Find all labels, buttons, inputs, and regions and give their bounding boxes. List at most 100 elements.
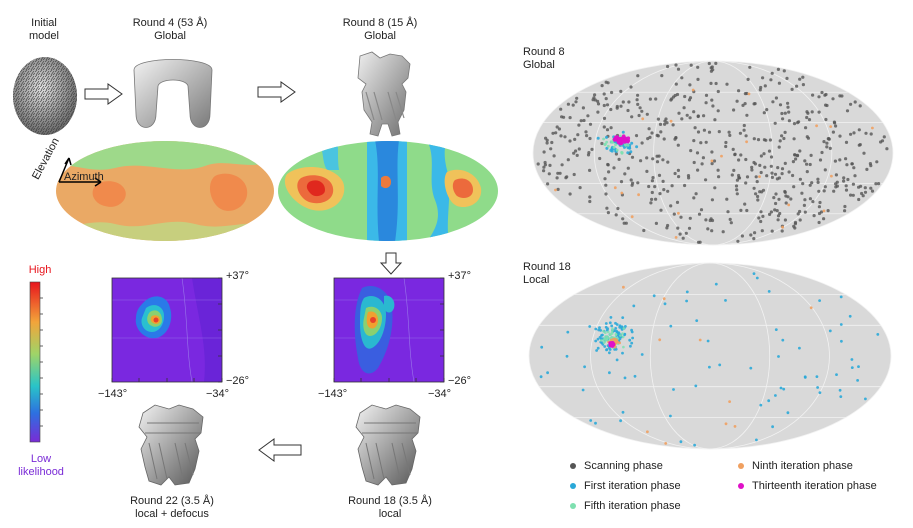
legend-label: Ninth iteration phase bbox=[752, 460, 853, 472]
sample-dot bbox=[688, 116, 692, 120]
sample-dot bbox=[724, 422, 728, 426]
sample-dot bbox=[753, 162, 757, 166]
sample-dot bbox=[736, 239, 740, 243]
sample-dot bbox=[613, 186, 617, 190]
sample-dot bbox=[769, 164, 773, 168]
sample-dot bbox=[767, 149, 772, 153]
sample-dot bbox=[850, 366, 854, 369]
sample-dot bbox=[785, 76, 789, 80]
sample-dot bbox=[707, 130, 712, 134]
legend-dot bbox=[738, 483, 744, 489]
sample-dot bbox=[817, 220, 821, 225]
sample-dot bbox=[612, 166, 616, 170]
sample-dot bbox=[843, 209, 847, 213]
sample-dot bbox=[627, 100, 631, 104]
sample-dot bbox=[717, 175, 721, 179]
sample-dot bbox=[622, 345, 625, 349]
sample-dot bbox=[849, 102, 853, 106]
sample-dot bbox=[791, 173, 795, 178]
sample-dot bbox=[669, 324, 673, 328]
sample-dot bbox=[857, 128, 861, 132]
sample-dot bbox=[871, 126, 874, 130]
sample-dot bbox=[551, 131, 555, 135]
sample-dot bbox=[645, 156, 649, 160]
sample-dot bbox=[754, 192, 758, 196]
sample-dot bbox=[716, 89, 720, 94]
sample-dot bbox=[753, 231, 757, 235]
sample-dot bbox=[564, 176, 568, 180]
sample-dot bbox=[734, 184, 739, 188]
sample-dot bbox=[675, 92, 680, 97]
bottom-projection-title: Round 18 Local bbox=[523, 261, 571, 286]
sample-dot bbox=[745, 208, 749, 213]
sample-dot bbox=[681, 236, 685, 240]
sample-dot bbox=[542, 169, 546, 173]
sample-dot bbox=[626, 108, 630, 113]
sample-dot bbox=[861, 194, 865, 198]
sample-dot bbox=[607, 170, 611, 174]
sample-dot bbox=[648, 97, 652, 101]
sample-dot bbox=[762, 111, 766, 115]
sample-dot bbox=[787, 119, 791, 123]
sample-dot bbox=[587, 151, 591, 155]
sample-dot bbox=[594, 339, 598, 343]
initial-model-label: Initial model bbox=[29, 17, 59, 42]
sample-dot bbox=[699, 208, 704, 212]
sample-dot bbox=[742, 123, 746, 128]
sample-dot bbox=[696, 77, 700, 81]
sample-dot bbox=[598, 156, 602, 161]
sample-dot bbox=[738, 131, 742, 135]
sample-dot bbox=[777, 145, 781, 149]
sample-dot bbox=[636, 74, 640, 78]
sample-dot bbox=[745, 91, 749, 96]
sample-dot bbox=[737, 158, 741, 162]
zoom-right-right-tick: −34° bbox=[428, 388, 452, 400]
sample-dot bbox=[673, 137, 677, 141]
round4-orientation-map bbox=[56, 141, 274, 241]
sample-dot bbox=[834, 124, 838, 128]
sample-dot bbox=[666, 160, 670, 164]
sample-dot bbox=[857, 185, 861, 189]
sample-dot bbox=[869, 164, 873, 168]
sample-dot bbox=[739, 208, 743, 212]
round4-label: Round 4 (53 Å) Global bbox=[132, 17, 208, 42]
sample-dot bbox=[635, 145, 639, 149]
sample-dot bbox=[621, 410, 625, 414]
zoom-left-left-tick: −143° bbox=[98, 388, 128, 400]
sample-dot bbox=[676, 168, 680, 172]
sample-dot bbox=[602, 125, 606, 129]
sample-dot bbox=[789, 197, 793, 201]
sample-dot bbox=[800, 191, 804, 195]
sample-dot bbox=[758, 163, 762, 167]
zoom-left-top-tick: +37° bbox=[226, 270, 250, 282]
sample-dot bbox=[742, 128, 746, 132]
sample-dot bbox=[614, 213, 618, 217]
sample-dot bbox=[776, 67, 780, 71]
sample-dot bbox=[599, 337, 603, 341]
sample-dot bbox=[849, 132, 853, 136]
sample-dot bbox=[802, 203, 806, 207]
sample-dot bbox=[545, 141, 549, 145]
sample-dot bbox=[588, 325, 592, 328]
sample-dot bbox=[761, 188, 766, 192]
sample-dot bbox=[851, 182, 855, 186]
sample-dot bbox=[702, 114, 706, 118]
sample-dot bbox=[619, 419, 622, 423]
sample-dot bbox=[573, 137, 577, 141]
sample-dot bbox=[614, 143, 617, 147]
sample-dot bbox=[658, 192, 662, 196]
sample-dot bbox=[676, 143, 680, 147]
zoom-right-left-tick: −143° bbox=[318, 388, 348, 400]
sample-dot bbox=[636, 181, 640, 185]
sample-dot bbox=[664, 442, 668, 445]
top-projection-title: Round 8 Global bbox=[523, 46, 565, 71]
sample-dot bbox=[629, 178, 633, 182]
sample-dot bbox=[639, 159, 643, 163]
sample-dot bbox=[662, 188, 666, 192]
sample-dot bbox=[637, 113, 641, 118]
round8-orientation-map bbox=[278, 141, 498, 241]
sample-dot bbox=[594, 327, 598, 331]
sample-dot bbox=[763, 165, 767, 169]
sample-dot bbox=[686, 174, 691, 178]
legend-dot bbox=[738, 463, 744, 469]
